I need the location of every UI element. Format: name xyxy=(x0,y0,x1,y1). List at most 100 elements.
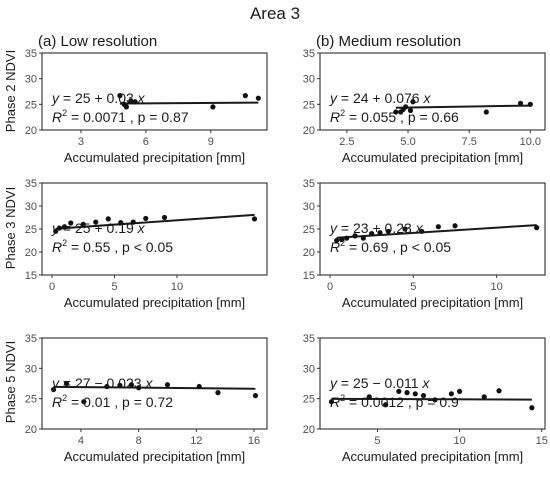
regression-equation: y = 27 − 0.023 x xyxy=(51,375,153,391)
eq-r-squared: 0.01 xyxy=(83,394,110,410)
eq-p-value: p = 0.9 xyxy=(416,394,459,410)
eq-p-value: p = 0.66 xyxy=(408,109,459,125)
panel-phase3-medium: 15 20 25 30 35 0 5 10 Accumulated precipitation … xyxy=(303,178,546,310)
regression-equation: y = 25 − 0.011 x xyxy=(329,375,430,391)
eq-coefficient: 0.03 xyxy=(107,90,134,106)
r-squared-pvalue: R2 = 0.69 , p < 0.05 xyxy=(330,238,451,255)
row-label-phase2: Phase 2 NDVI xyxy=(3,50,18,132)
data-point xyxy=(117,93,123,99)
y-tick-label: 35 xyxy=(25,178,37,190)
eq-operator: − xyxy=(94,375,102,391)
data-point xyxy=(128,98,134,104)
data-point xyxy=(369,231,375,237)
data-point xyxy=(196,383,202,390)
x-tick-label: 12 xyxy=(190,435,202,447)
data-point xyxy=(128,382,135,388)
data-point xyxy=(496,388,502,394)
data-point xyxy=(143,215,149,222)
data-point xyxy=(334,237,340,244)
eq-intercept: 25 xyxy=(353,375,369,391)
eq-intercept: 25 xyxy=(75,90,91,106)
data-point xyxy=(481,394,487,400)
r-squared-pvalue: R2 = 0.0012 , p = 0.9 xyxy=(330,393,459,410)
regression-line xyxy=(331,397,532,401)
data-point xyxy=(435,224,441,230)
eq-operator: + xyxy=(94,90,102,106)
data-point xyxy=(80,221,86,227)
x-tick-label: 16 xyxy=(248,435,260,447)
row-label-phase5: Phase 5 NDVI xyxy=(3,341,18,423)
data-point xyxy=(412,391,418,397)
data-point xyxy=(377,230,383,236)
data-point xyxy=(130,219,136,225)
y-tick-label: 15 xyxy=(303,270,315,282)
eq-operator: − xyxy=(372,375,380,391)
x-tick-label: 10 xyxy=(453,435,465,447)
data-point xyxy=(402,104,409,110)
data-point xyxy=(483,109,489,115)
data-point xyxy=(396,388,402,394)
eq-intercept: 25 xyxy=(75,220,91,236)
y-tick-label: 25 xyxy=(303,394,315,406)
y-tick-label: 30 xyxy=(303,74,315,86)
y-tick-label: 30 xyxy=(25,201,37,213)
data-point xyxy=(344,235,350,241)
y-tick-label: 20 xyxy=(25,424,37,436)
y-tick-label: 30 xyxy=(303,363,315,375)
y-tick-label: 25 xyxy=(25,394,37,406)
data-point xyxy=(56,225,63,231)
eq-operator: + xyxy=(372,220,380,236)
column-title-medium: (b) Medium resolution xyxy=(316,33,461,50)
eq-r-squared: 0.55 xyxy=(83,239,110,255)
data-point xyxy=(385,228,391,234)
data-point xyxy=(164,382,171,388)
x-tick-label: 2.5 xyxy=(339,136,354,148)
data-point xyxy=(432,397,438,403)
x-axis-label: Accumulated precipitation [mm] xyxy=(64,449,245,464)
y-tick-label: 20 xyxy=(303,424,315,436)
data-point xyxy=(404,390,410,396)
eq-operator: + xyxy=(94,220,102,236)
eq-p-value: p < 0.05 xyxy=(122,239,173,255)
panel-frame xyxy=(319,337,546,430)
data-point xyxy=(328,399,335,405)
y-tick-label: 20 xyxy=(303,247,315,259)
r-squared-pvalue: R2 = 0.0071 , p = 0.87 xyxy=(52,108,189,125)
data-point xyxy=(407,107,414,114)
data-point xyxy=(93,219,99,225)
eq-intercept: 24 xyxy=(353,90,369,106)
data-point xyxy=(118,219,124,226)
eq-p-value: p < 0.05 xyxy=(400,239,451,255)
panel-grid: 20 25 30 35 3 6 9 Accumulated precipitation [mm… xyxy=(25,48,548,464)
data-point xyxy=(215,390,221,396)
eq-r-squared: 0.055 xyxy=(361,109,396,125)
panel-phase2-medium: 20 25 30 35 2.5 5.0 7.5 10.0 Accumulated precipi… xyxy=(303,48,546,165)
eq-intercept: 23 xyxy=(353,220,369,236)
data-point xyxy=(105,216,111,222)
data-point xyxy=(448,391,454,397)
eq-coefficient: 0.076 xyxy=(385,90,420,106)
panel-frame xyxy=(41,52,268,131)
data-point xyxy=(161,214,168,221)
y-tick-label: 20 xyxy=(25,125,37,137)
data-point xyxy=(210,104,216,110)
data-point xyxy=(456,388,463,394)
regression-equation: y = 25 + 0.03 x xyxy=(51,90,146,106)
x-tick-label: 10 xyxy=(491,281,503,293)
data-point xyxy=(527,101,533,107)
panel-phase2-low: 20 25 30 35 3 6 9 Accumulated precipitation [mm… xyxy=(25,48,268,165)
x-tick-label: 5.0 xyxy=(400,136,415,148)
regression-equation: y = 23 + 0.23 x xyxy=(329,220,424,236)
data-point xyxy=(53,228,59,234)
y-tick-label: 35 xyxy=(25,333,37,345)
data-point xyxy=(104,383,110,390)
y-tick-label: 25 xyxy=(25,224,37,236)
regression-equation: y = 25 + 0.19 x xyxy=(51,220,146,236)
eq-p-value: p = 0.87 xyxy=(138,109,189,125)
x-tick-label: 10.0 xyxy=(520,136,541,148)
data-point xyxy=(251,216,258,222)
panel-frame xyxy=(319,52,546,131)
y-tick-label: 25 xyxy=(303,99,315,111)
